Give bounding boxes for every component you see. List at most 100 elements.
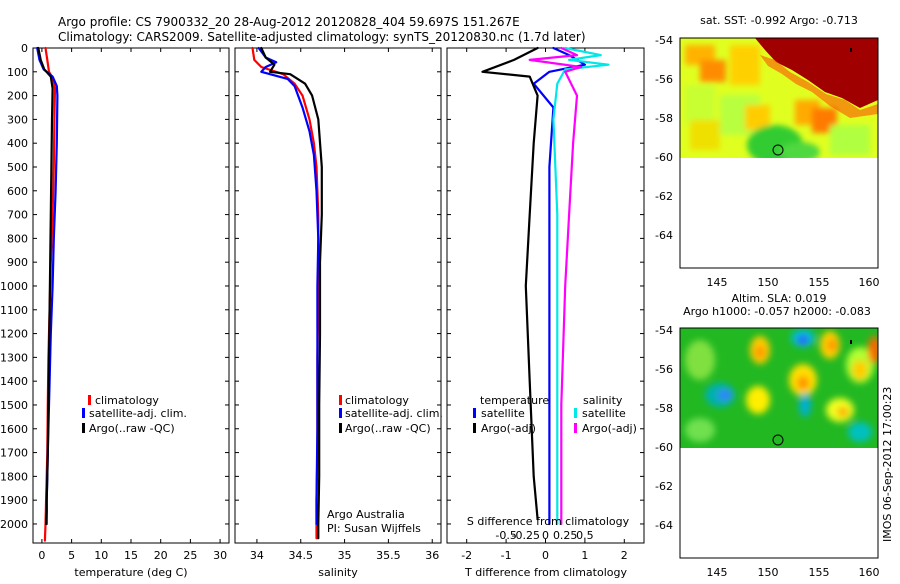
y-tick-label: 900 bbox=[7, 256, 28, 269]
sla-map-title-2: Argo h1000: -0.057 h2000: -0.083 bbox=[683, 305, 871, 318]
x-tick-label: 0 bbox=[38, 549, 45, 562]
s-tick-label: -0.25 bbox=[512, 529, 540, 542]
temperature-axis-label: temperature (deg C) bbox=[74, 566, 187, 579]
temperature-legend: climatology satellite-adj. clim. Argo(..… bbox=[82, 394, 187, 435]
y-tick-label: 400 bbox=[7, 137, 28, 150]
sla-ytick: -60 bbox=[655, 441, 673, 454]
y-tick-label: 500 bbox=[7, 161, 28, 174]
sla-map-frame bbox=[679, 327, 879, 559]
y-tick-label: 1700 bbox=[0, 447, 28, 460]
y-tick-label: 1900 bbox=[0, 494, 28, 507]
sst-ytick: -62 bbox=[655, 190, 673, 203]
sla-xtick: 155 bbox=[809, 566, 830, 579]
y-tick-label: 1300 bbox=[0, 351, 28, 364]
sst-xtick: 145 bbox=[707, 276, 728, 289]
y-tick-label: 1200 bbox=[0, 328, 28, 341]
legend-swatch-satellite bbox=[82, 408, 85, 418]
x-tick-label: 34 bbox=[250, 549, 264, 562]
sla-xtick: 145 bbox=[707, 566, 728, 579]
salinity-panel-frame bbox=[234, 47, 442, 544]
sst-xtick: 150 bbox=[758, 276, 779, 289]
y-tick-label: 0 bbox=[21, 42, 28, 55]
x-tick-label: 15 bbox=[124, 549, 138, 562]
difference-panel-frame bbox=[446, 47, 645, 544]
y-tick-label: 800 bbox=[7, 232, 28, 245]
legend-label-climatology: climatology bbox=[95, 394, 159, 407]
x-tick-label: 10 bbox=[94, 549, 108, 562]
legend-header-salinity: salinity bbox=[583, 394, 623, 407]
difference-axis-label: T difference from climatology bbox=[464, 566, 627, 579]
legend-swatch-climatology bbox=[339, 395, 342, 405]
sla-ytick: -64 bbox=[655, 519, 673, 532]
sla-x-ticks: 145 150 155 160 bbox=[707, 566, 880, 579]
legend-label-salinity-argo: Argo(-adj) bbox=[582, 422, 637, 435]
legend-swatch-temperature-argo bbox=[473, 423, 476, 433]
y-tick-label: 100 bbox=[7, 66, 28, 79]
sst-y-ticks: -54 -56 -58 -60 -62 -64 bbox=[655, 34, 673, 242]
header-line-1: Argo profile: CS 7900332_20 28-Aug-2012 … bbox=[58, 15, 520, 29]
x-tick-label: 35.5 bbox=[376, 549, 401, 562]
x-tick-label: 30 bbox=[213, 549, 227, 562]
sla-ytick: -56 bbox=[655, 363, 673, 376]
sst-profile-marker bbox=[772, 144, 784, 156]
sla-profile-marker bbox=[772, 434, 784, 446]
legend-header-temperature: temperature bbox=[480, 394, 549, 407]
legend-label-salinity-satellite: satellite bbox=[582, 407, 626, 420]
legend-swatch-argo bbox=[339, 423, 342, 433]
sla-ytick: -62 bbox=[655, 480, 673, 493]
legend-swatch-salinity-argo bbox=[574, 423, 577, 433]
y-tick-label: 1100 bbox=[0, 304, 28, 317]
x-tick-label: 36 bbox=[425, 549, 439, 562]
sla-map-title-1: Altim. SLA: 0.019 bbox=[731, 292, 826, 305]
header-line-2: Climatology: CARS2009. Satellite-adjuste… bbox=[58, 30, 586, 44]
x-tick-label: 34.5 bbox=[288, 549, 313, 562]
difference-legend: temperature salinity satellite Argo(-adj… bbox=[473, 394, 637, 435]
legend-label-satellite: satellite-adj. clim. bbox=[345, 407, 443, 420]
x-tick-label: 20 bbox=[154, 549, 168, 562]
y-tick-label: 1500 bbox=[0, 399, 28, 412]
sst-ytick: -64 bbox=[655, 229, 673, 242]
sla-xtick: 160 bbox=[859, 566, 880, 579]
legend-label-temperature-argo: Argo(-adj) bbox=[481, 422, 536, 435]
lines-layer bbox=[36, 46, 610, 542]
temperature-panel-frame bbox=[32, 47, 230, 544]
legend-swatch-climatology bbox=[88, 395, 91, 405]
sst-map-frame bbox=[679, 37, 879, 269]
x-tick-label: 35 bbox=[338, 549, 352, 562]
series-line bbox=[251, 46, 320, 540]
x-tick-label: 1 bbox=[581, 549, 588, 562]
y-tick-label: 1400 bbox=[0, 375, 28, 388]
sla-ytick: -58 bbox=[655, 402, 673, 415]
series-line bbox=[552, 46, 610, 526]
axes-layer: 0100200300400500600700800900100011001200… bbox=[0, 42, 644, 562]
s-tick-label: 0.5 bbox=[576, 529, 594, 542]
sla-y-ticks: -54 -56 -58 -60 -62 -64 bbox=[655, 324, 673, 532]
sla-xtick: 150 bbox=[758, 566, 779, 579]
series-line bbox=[528, 46, 583, 526]
series-line bbox=[481, 46, 539, 521]
y-tick-label: 700 bbox=[7, 209, 28, 222]
salinity-legend: climatology satellite-adj. clim. Argo(..… bbox=[339, 394, 443, 435]
s-difference-axis-label: S difference from climatology bbox=[467, 515, 630, 528]
sst-x-ticks: 145 150 155 160 bbox=[707, 276, 880, 289]
salinity-axis-label: salinity bbox=[318, 566, 358, 579]
sla-land-mask bbox=[680, 448, 878, 558]
legend-label-climatology: climatology bbox=[345, 394, 409, 407]
y-tick-label: 300 bbox=[7, 113, 28, 126]
sst-xtick: 155 bbox=[809, 276, 830, 289]
s-tick-label: 0.25 bbox=[553, 529, 578, 542]
credit-line-2: PI: Susan Wijffels bbox=[327, 522, 421, 535]
credit-line-1: Argo Australia bbox=[327, 508, 405, 521]
series-line bbox=[260, 46, 323, 540]
legend-label-argo: Argo(..raw -QC) bbox=[89, 422, 175, 435]
sst-map-title: sat. SST: -0.992 Argo: -0.713 bbox=[700, 14, 858, 27]
s-tick-label: 0 bbox=[542, 529, 549, 542]
legend-swatch-temperature-satellite bbox=[473, 408, 476, 418]
series-line bbox=[257, 46, 320, 526]
sst-land-mask bbox=[680, 158, 878, 268]
legend-swatch-satellite bbox=[339, 408, 342, 418]
y-tick-label: 2000 bbox=[0, 518, 28, 531]
y-tick-label: 600 bbox=[7, 185, 28, 198]
series-line bbox=[37, 46, 54, 526]
